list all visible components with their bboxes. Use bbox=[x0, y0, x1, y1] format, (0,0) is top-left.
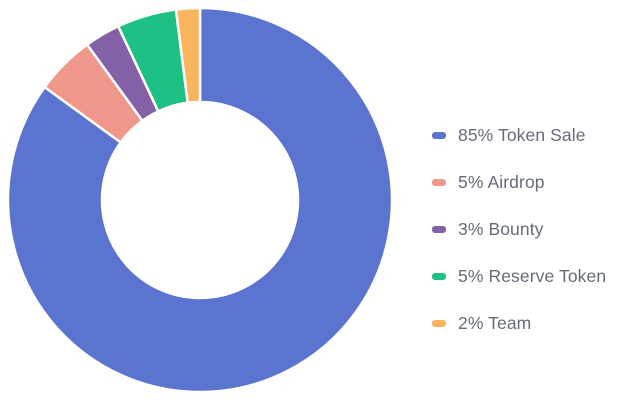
legend-label: 2% Team bbox=[458, 313, 532, 333]
legend-swatch bbox=[432, 273, 446, 280]
donut-slice-team[interactable] bbox=[174, 6, 202, 105]
legend-item-token-sale[interactable]: 85% Token Sale bbox=[432, 112, 640, 159]
legend-item-airdrop[interactable]: 5% Airdrop bbox=[432, 159, 640, 206]
legend-swatch bbox=[432, 132, 446, 139]
donut-slice-token-sale[interactable] bbox=[6, 6, 394, 394]
legend-item-team[interactable]: 2% Team bbox=[432, 300, 640, 347]
legend-label: 3% Bounty bbox=[458, 219, 544, 239]
legend-label: 85% Token Sale bbox=[458, 125, 586, 145]
chart-legend: 85% Token Sale 5% Airdrop 3% Bounty 5% R… bbox=[432, 112, 640, 347]
legend-item-bounty[interactable]: 3% Bounty bbox=[432, 206, 640, 253]
legend-swatch bbox=[432, 226, 446, 233]
legend-swatch bbox=[432, 179, 446, 186]
legend-swatch bbox=[432, 320, 446, 327]
donut-chart bbox=[6, 6, 394, 394]
legend-label: 5% Reserve Token bbox=[458, 266, 607, 286]
legend-label: 5% Airdrop bbox=[458, 172, 545, 192]
legend-item-reserve-token[interactable]: 5% Reserve Token bbox=[432, 253, 640, 300]
